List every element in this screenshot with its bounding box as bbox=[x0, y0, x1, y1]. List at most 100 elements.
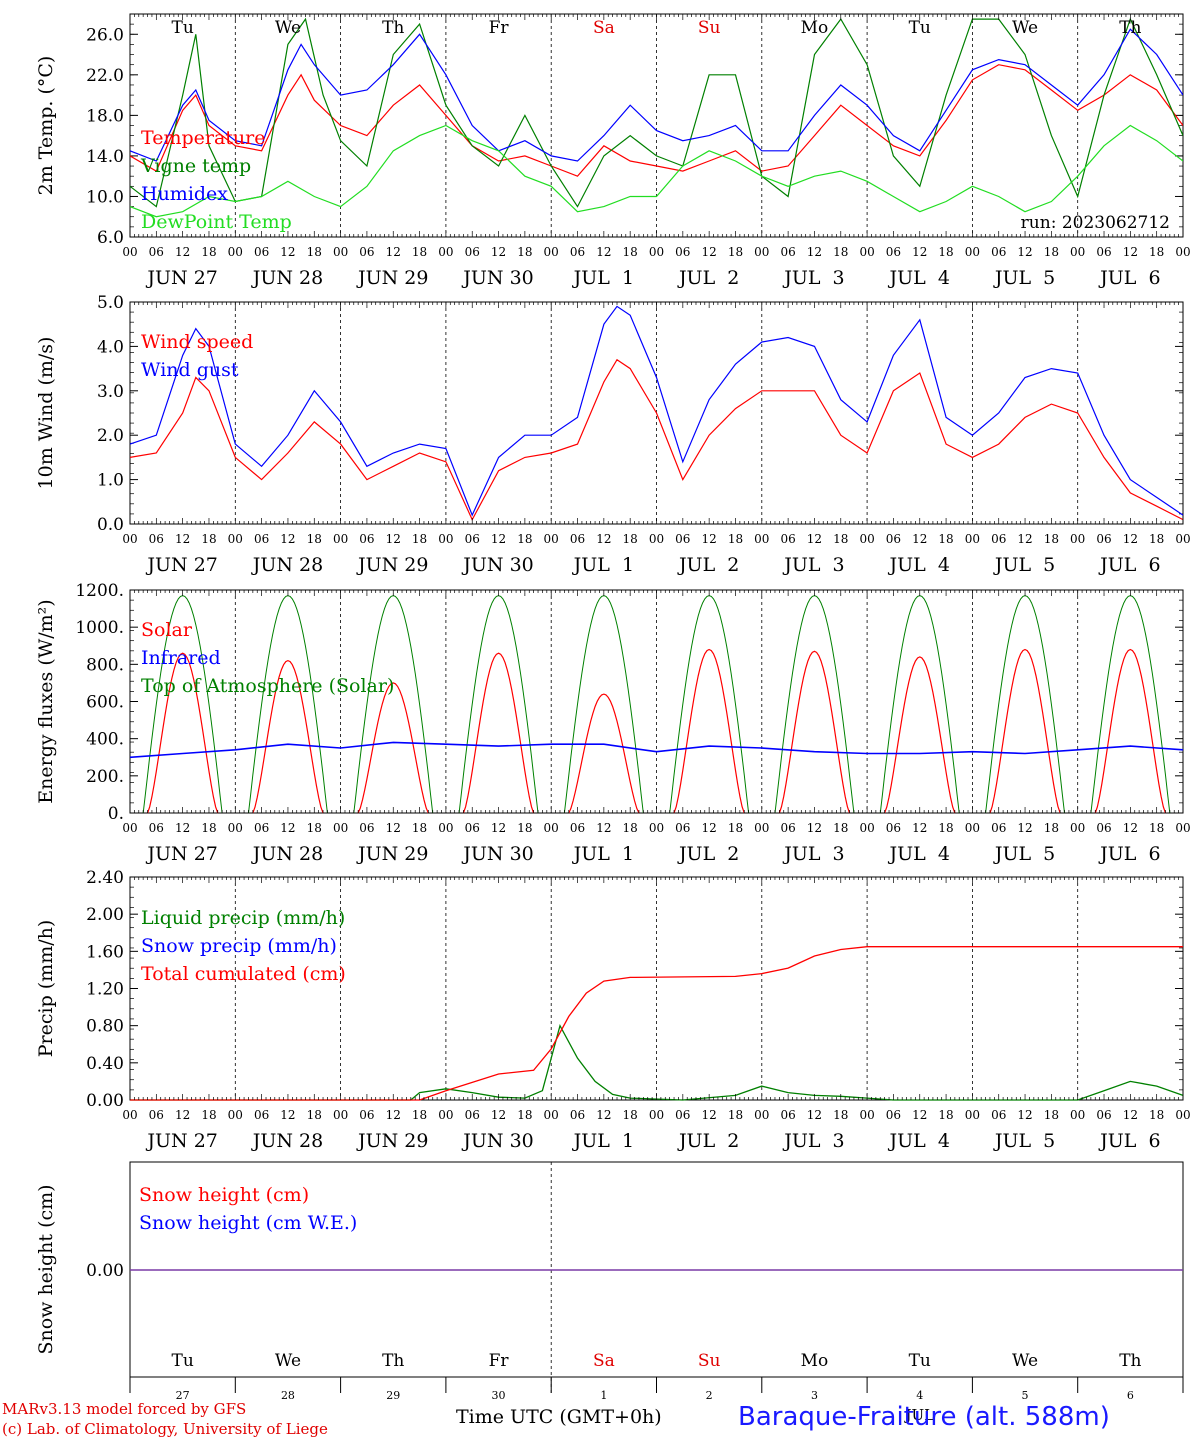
hour-tick-label: 12 bbox=[491, 1108, 506, 1122]
date-label: JUL 5 bbox=[993, 267, 1055, 289]
hour-tick-label: 00 bbox=[1175, 1108, 1190, 1122]
hour-tick-label: 00 bbox=[965, 245, 980, 259]
weekday-label: Th bbox=[382, 18, 404, 38]
day-number: 4 bbox=[916, 1389, 923, 1402]
hour-tick-label: 18 bbox=[938, 532, 953, 546]
panel-2: 0.0 1.0 2.0 3.0 4.0 5.0 00 06 12 18 00 06 12 18 00 06 12… bbox=[35, 293, 1191, 576]
hour-tick-label: 00 bbox=[333, 245, 348, 259]
y-tick-label: 0.00 bbox=[86, 1261, 124, 1281]
hour-tick-label: 12 bbox=[596, 245, 611, 259]
hour-tick-label: 12 bbox=[702, 245, 717, 259]
hour-tick-label: 18 bbox=[833, 1108, 848, 1122]
date-label: JUN 29 bbox=[356, 1130, 428, 1152]
hour-tick-label: 06 bbox=[780, 821, 795, 835]
hour-tick-label: 00 bbox=[544, 821, 559, 835]
date-label: JUN 28 bbox=[251, 554, 323, 576]
hour-tick-label: 12 bbox=[807, 532, 822, 546]
hour-tick-label: 06 bbox=[675, 245, 690, 259]
weekday-label: Tu bbox=[172, 18, 194, 38]
legend-entry: Humidex bbox=[141, 183, 228, 205]
date-label: JUL 5 bbox=[993, 843, 1055, 865]
hour-tick-label: 12 bbox=[912, 245, 927, 259]
panel-3: 0. 200. 400. 600. 800. 1000. 1200. 00 06 12 18 00 06… bbox=[35, 581, 1191, 865]
hour-tick-label: 18 bbox=[307, 1108, 322, 1122]
y-tick-label: 1200. bbox=[75, 581, 124, 601]
series-line bbox=[130, 28, 1183, 162]
hour-tick-label: 06 bbox=[149, 821, 164, 835]
hour-tick-label: 18 bbox=[1044, 1108, 1059, 1122]
hour-tick-label: 12 bbox=[386, 245, 401, 259]
hour-tick-label: 00 bbox=[333, 1108, 348, 1122]
date-label: JUL 1 bbox=[572, 267, 634, 289]
hour-tick-label: 06 bbox=[675, 532, 690, 546]
hour-tick-label: 06 bbox=[780, 245, 795, 259]
y-tick-label: 800. bbox=[86, 655, 124, 675]
date-label: JUN 27 bbox=[145, 267, 217, 289]
y-tick-label: 14.0 bbox=[86, 147, 124, 167]
hour-tick-label: 18 bbox=[728, 1108, 743, 1122]
hour-tick-label: 06 bbox=[359, 532, 374, 546]
hour-tick-label: 00 bbox=[754, 532, 769, 546]
date-label: JUN 29 bbox=[356, 843, 428, 865]
hour-tick-label: 18 bbox=[623, 245, 638, 259]
hour-tick-label: 12 bbox=[1017, 821, 1032, 835]
hour-tick-label: 00 bbox=[228, 1108, 243, 1122]
series-line bbox=[129, 358, 1184, 521]
hour-tick-label: 00 bbox=[649, 245, 664, 259]
hour-tick-label: 18 bbox=[1149, 821, 1164, 835]
hour-tick-label: 00 bbox=[122, 821, 137, 835]
hour-tick-label: 12 bbox=[386, 1108, 401, 1122]
day-number: 3 bbox=[811, 1389, 818, 1402]
hour-tick-label: 06 bbox=[149, 532, 164, 546]
legend-entry: Snow precip (mm/h) bbox=[141, 935, 337, 957]
solar-curve bbox=[252, 659, 324, 814]
series-line bbox=[130, 64, 1183, 177]
legend-entry: Liquid precip (mm/h) bbox=[141, 907, 345, 929]
hour-tick-label: 18 bbox=[412, 821, 427, 835]
legend-entry: Wind speed bbox=[141, 331, 253, 353]
date-label: JUL 5 bbox=[993, 1130, 1055, 1152]
date-label: JUN 27 bbox=[145, 1130, 217, 1152]
date-label: JUL 4 bbox=[888, 843, 950, 865]
series-line bbox=[130, 946, 1183, 1101]
hour-tick-label: 06 bbox=[465, 1108, 480, 1122]
hour-tick-label: 18 bbox=[307, 532, 322, 546]
hour-tick-label: 06 bbox=[149, 1108, 164, 1122]
date-label: JUN 30 bbox=[461, 554, 533, 576]
date-label: JUL 2 bbox=[677, 267, 739, 289]
hour-tick-label: 12 bbox=[596, 532, 611, 546]
hour-tick-label: 00 bbox=[965, 1108, 980, 1122]
day-number: 29 bbox=[386, 1389, 400, 1402]
y-tick-label: 4.0 bbox=[97, 337, 124, 357]
hour-tick-label: 00 bbox=[122, 1108, 137, 1122]
hour-tick-label: 06 bbox=[780, 1108, 795, 1122]
weekday-label: Tu bbox=[909, 18, 931, 38]
day-number: 28 bbox=[281, 1389, 295, 1402]
infrared-line bbox=[129, 741, 1184, 759]
date-label: JUN 30 bbox=[461, 267, 533, 289]
y-tick-label: 2.0 bbox=[97, 426, 124, 446]
hour-tick-label: 00 bbox=[859, 245, 874, 259]
hour-tick-label: 12 bbox=[1123, 245, 1138, 259]
date-label: JUL 3 bbox=[782, 554, 844, 576]
weekday-label: Mo bbox=[801, 18, 829, 38]
solar-curve bbox=[673, 648, 745, 814]
hour-tick-label: 18 bbox=[938, 245, 953, 259]
hour-tick-label: 18 bbox=[1149, 532, 1164, 546]
hour-tick-label: 18 bbox=[201, 245, 216, 259]
legend-entry: Vigne temp bbox=[140, 155, 251, 177]
hour-tick-label: 12 bbox=[491, 245, 506, 259]
date-label: JUL 4 bbox=[888, 267, 950, 289]
weekday-label: Sa bbox=[593, 1351, 615, 1371]
hour-tick-label: 12 bbox=[386, 821, 401, 835]
month-label: JUL bbox=[903, 1406, 934, 1424]
y-tick-label: 400. bbox=[86, 730, 124, 750]
hour-tick-label: 12 bbox=[807, 245, 822, 259]
legend-entry: Snow height (cm) bbox=[139, 1184, 309, 1206]
hour-tick-label: 06 bbox=[359, 1108, 374, 1122]
weekday-label: Th bbox=[1119, 18, 1141, 38]
hour-tick-label: 06 bbox=[254, 1108, 269, 1122]
hour-tick-label: 00 bbox=[859, 532, 874, 546]
hour-tick-label: 00 bbox=[1175, 821, 1190, 835]
hour-tick-label: 06 bbox=[886, 245, 901, 259]
